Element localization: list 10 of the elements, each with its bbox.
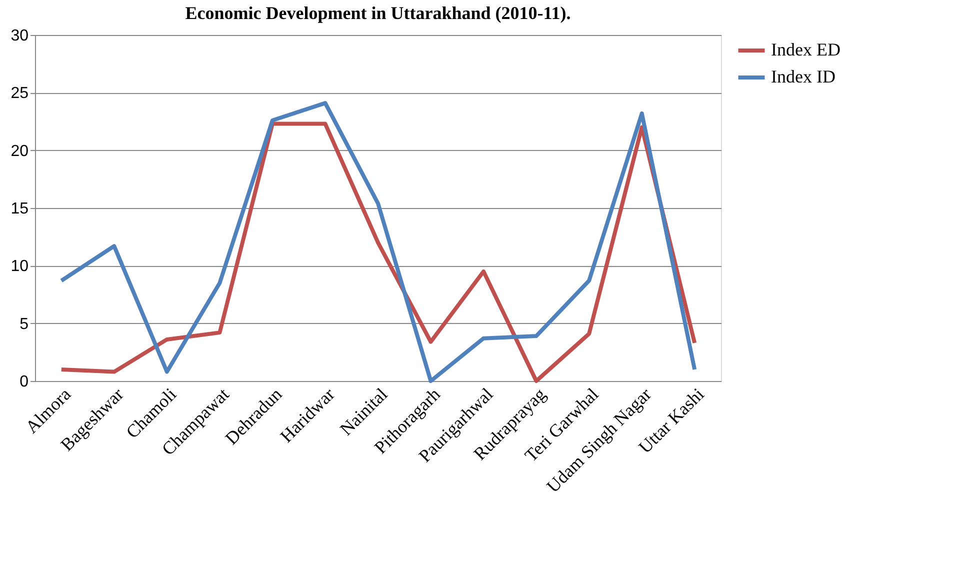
y-tick-label: 10	[10, 258, 29, 276]
y-tick-label: 5	[20, 316, 29, 333]
legend-label: Index ED	[771, 40, 840, 60]
y-tick-label: 0	[20, 374, 29, 390]
y-tick-label: 20	[10, 142, 29, 160]
chart-title: Economic Development in Uttarakhand (2010-11).	[185, 3, 571, 23]
legend-label: Index ID	[771, 66, 836, 86]
y-tick-label: 25	[10, 85, 29, 102]
y-tick-label: 15	[10, 200, 29, 218]
y-tick-label: 30	[10, 28, 29, 44]
